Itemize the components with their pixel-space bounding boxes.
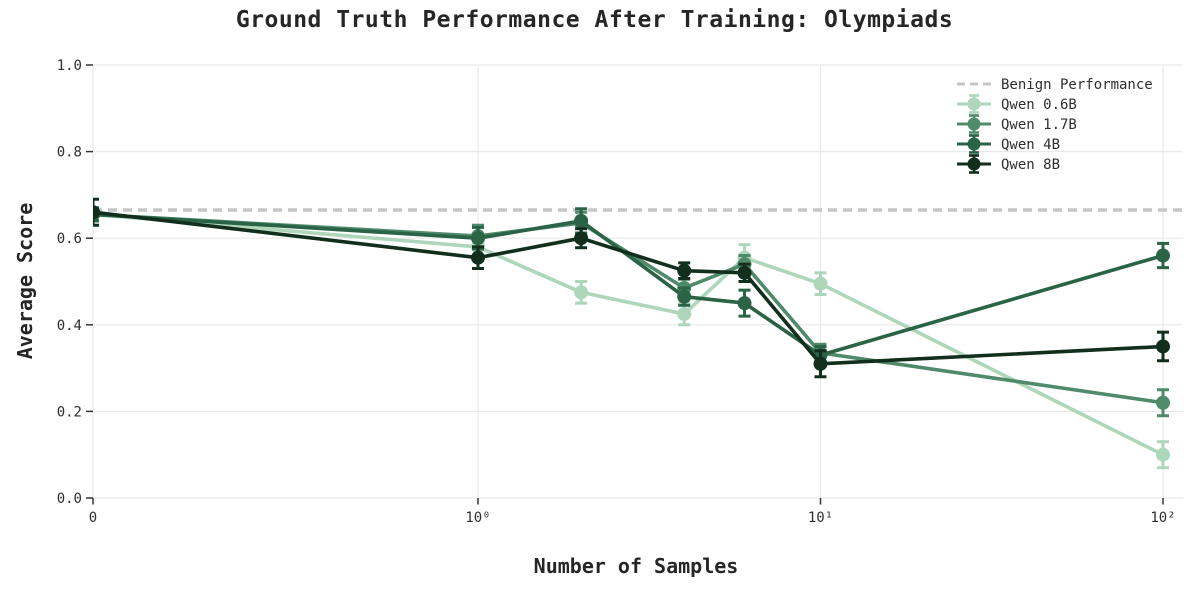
legend-item-qwen-1-7b: Qwen 1.7B — [957, 114, 1077, 134]
y-tick-label: 0.0 — [57, 491, 82, 507]
series-qwen-0-6b — [93, 206, 1170, 470]
data-point-marker — [574, 231, 589, 246]
y-tick-label: 0.2 — [57, 404, 82, 420]
series-qwen-8b — [93, 197, 1170, 379]
data-point-marker — [1156, 248, 1170, 263]
chart-title: Ground Truth Performance After Training:… — [235, 7, 954, 33]
y-tick-label: 0.8 — [57, 145, 82, 161]
data-point-marker — [677, 306, 692, 321]
series-line — [93, 210, 1164, 366]
legend-label: Qwen 0.6B — [1001, 97, 1077, 113]
legend-marker-swatch — [967, 117, 981, 131]
legend-marker-swatch — [967, 97, 981, 111]
data-point-marker — [1156, 339, 1170, 354]
x-tick-label: 10² — [1150, 510, 1175, 526]
y-axis-label: Average Score — [13, 202, 37, 360]
legend-item-qwen-0-6b: Qwen 0.6B — [957, 94, 1077, 114]
data-point-marker — [471, 231, 485, 246]
data-point-marker — [813, 276, 828, 291]
x-tick-label: 10¹ — [808, 510, 833, 526]
data-point-marker — [737, 296, 752, 311]
legend-marker-swatch — [967, 157, 981, 171]
gridlines — [92, 64, 1183, 499]
legend-label: Benign Performance — [1001, 77, 1153, 93]
plot-area — [93, 197, 1183, 470]
x-axis-label: Number of Samples — [533, 554, 739, 578]
data-point-marker — [93, 205, 100, 220]
axis-ticks: 0.0 0.2 0.4 0.6 0.8 1.0 0 10⁰ 10¹ 10² — [57, 58, 1176, 526]
x-tick-label: 0 — [89, 510, 97, 526]
data-point-marker — [813, 356, 828, 371]
legend-item-qwen-4b: Qwen 4B — [957, 134, 1060, 154]
x-tick-label: 10⁰ — [465, 510, 490, 526]
legend-label: Qwen 4B — [1001, 137, 1060, 153]
data-point-marker — [677, 289, 692, 304]
data-point-marker — [574, 213, 589, 228]
legend-item-qwen-8b: Qwen 8B — [957, 154, 1060, 174]
data-point-marker — [574, 285, 589, 300]
data-point-marker — [471, 250, 485, 265]
error-bar — [93, 197, 99, 227]
data-point-marker — [1156, 395, 1170, 410]
y-tick-label: 0.6 — [57, 231, 82, 247]
data-point-marker — [677, 263, 692, 278]
legend: Benign Performance Qwen 0.6B Qwen 1.7B Qwen… — [957, 77, 1153, 174]
data-point-marker — [1156, 447, 1170, 462]
y-tick-label: 1.0 — [57, 58, 82, 74]
data-point-marker — [737, 265, 752, 280]
legend-label: Qwen 1.7B — [1001, 117, 1077, 133]
legend-label: Qwen 8B — [1001, 157, 1060, 173]
series-line — [93, 212, 1164, 357]
legend-marker-swatch — [967, 137, 981, 151]
legend-item-benign-performance: Benign Performance — [957, 77, 1153, 93]
y-tick-label: 0.4 — [57, 318, 82, 334]
